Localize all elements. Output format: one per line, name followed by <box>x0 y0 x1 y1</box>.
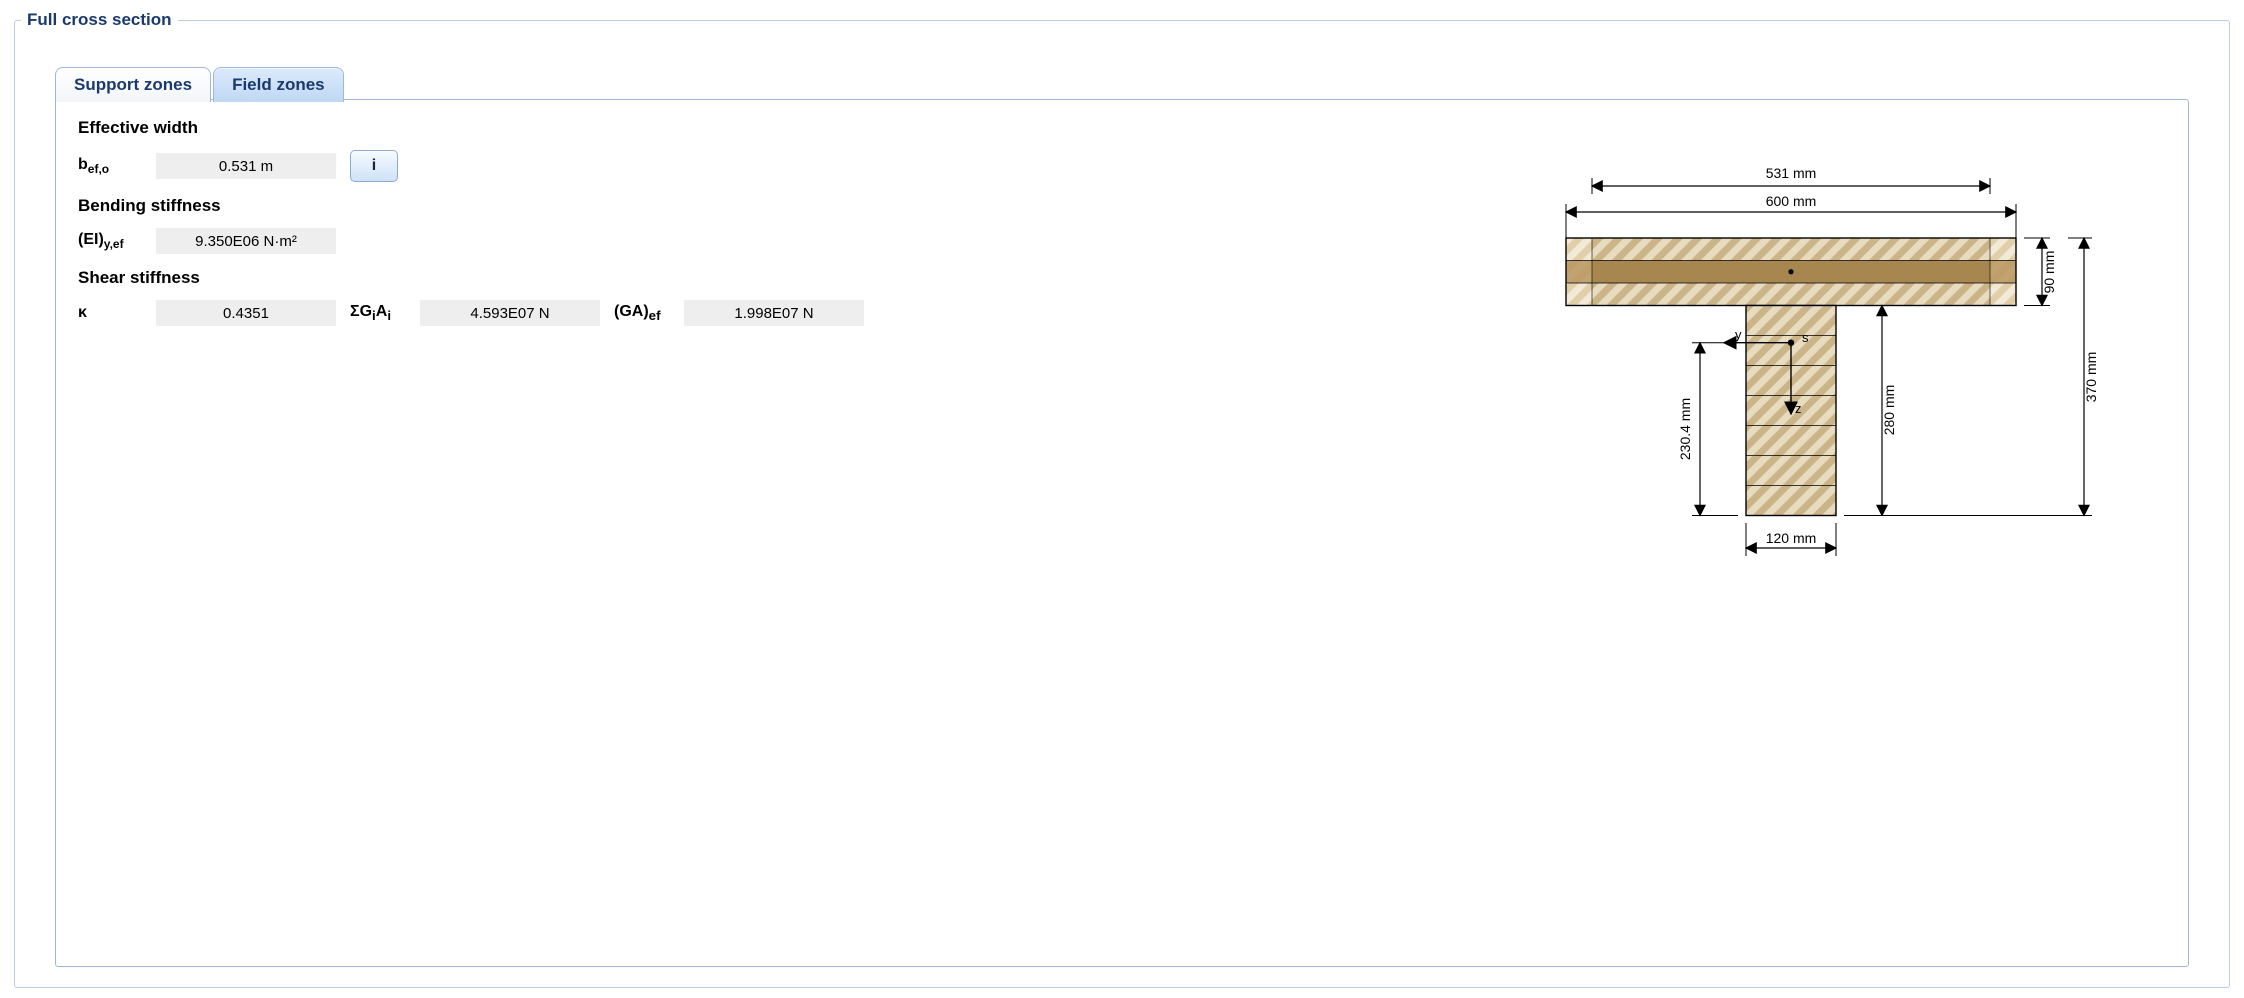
label-text: (GA) <box>614 303 649 320</box>
row-shear: κ 0.4351 ΣGiAi 4.593E07 N (GA)ef 1.998E0… <box>78 300 898 326</box>
label-kappa: κ <box>78 304 142 322</box>
label-ei: (EI)y,ef <box>78 231 142 251</box>
flange-centroid-dot <box>1788 269 1793 274</box>
dim-label: 531 mm <box>1766 165 1817 181</box>
dim-centroid-230: 230.4 mm <box>1677 343 1738 516</box>
tabs-row: Support zones Field zones <box>55 65 2189 100</box>
label-sub: y,ef <box>104 237 124 251</box>
dim-width-531: 531 mm <box>1592 165 1990 194</box>
row-b-ef-o: bef,o 0.531 m i <box>78 150 898 182</box>
label-sub: ef <box>649 308 661 323</box>
label-sum-ga: ΣGiAi <box>350 303 406 323</box>
info-button[interactable]: i <box>350 150 398 182</box>
dim-label: 600 mm <box>1766 193 1817 209</box>
dim-label: 90 mm <box>2041 251 2057 294</box>
dim-height-280: 280 mm <box>1844 306 1897 516</box>
svg-text:z: z <box>1795 401 1802 416</box>
tab-label: Support zones <box>74 75 192 95</box>
value-b-ef-o: 0.531 m <box>156 153 336 179</box>
label-sub: i <box>387 308 391 323</box>
svg-text:s: s <box>1802 330 1809 345</box>
results-column: Effective width bef,o 0.531 m i Bending … <box>78 118 898 948</box>
content-panel: Effective width bef,o 0.531 m i Bending … <box>55 99 2189 967</box>
dim-label: 370 mm <box>2083 352 2099 403</box>
group-title: Full cross section <box>21 10 178 30</box>
svg-text:y: y <box>1735 327 1742 342</box>
tabs: Support zones Field zones <box>55 67 344 102</box>
label-text: ΣG <box>350 303 372 320</box>
cross-section-diagram: y z s <box>1506 148 2146 628</box>
section-bending-stiffness: Bending stiffness <box>78 196 898 216</box>
diagram-column: y z s <box>898 118 2166 948</box>
row-ei: (EI)y,ef 9.350E06 N·m² <box>78 228 898 254</box>
dim-web-width-120: 120 mm <box>1746 523 1836 556</box>
dim-label: 120 mm <box>1766 530 1817 546</box>
label-text: b <box>78 156 88 173</box>
label-text: A <box>376 303 388 320</box>
dim-width-600: 600 mm <box>1566 193 2016 238</box>
label-ga-ef: (GA)ef <box>614 303 670 323</box>
label-b-ef-o: bef,o <box>78 156 142 176</box>
dim-label: 280 mm <box>1881 385 1897 436</box>
dim-height-90: 90 mm <box>2024 238 2057 306</box>
tab-label: Field zones <box>232 75 325 95</box>
value-kappa: 0.4351 <box>156 300 336 326</box>
full-cross-section-group: Full cross section Support zones Field z… <box>14 10 2230 988</box>
value-ga-ef: 1.998E07 N <box>684 300 864 326</box>
section-effective-width: Effective width <box>78 118 898 138</box>
label-sub: ef,o <box>88 162 109 176</box>
label-text: (EI) <box>78 231 104 248</box>
value-ei: 9.350E06 N·m² <box>156 228 336 254</box>
section-shear-stiffness: Shear stiffness <box>78 268 898 288</box>
value-sum-ga: 4.593E07 N <box>420 300 600 326</box>
dim-label: 230.4 mm <box>1677 398 1693 460</box>
tab-field-zones[interactable]: Field zones <box>213 67 344 102</box>
tab-support-zones[interactable]: Support zones <box>55 67 211 102</box>
